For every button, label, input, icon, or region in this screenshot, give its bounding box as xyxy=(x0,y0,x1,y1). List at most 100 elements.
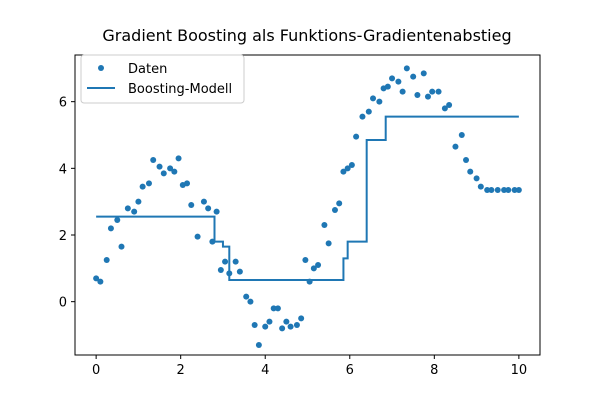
data-point xyxy=(399,88,406,95)
data-point xyxy=(310,265,317,272)
data-point xyxy=(452,143,459,150)
x-tick-label: 0 xyxy=(92,363,100,378)
x-tick-label: 2 xyxy=(177,363,185,378)
data-point xyxy=(124,205,131,212)
data-point xyxy=(501,187,508,193)
data-point xyxy=(477,183,484,190)
data-point xyxy=(139,183,146,190)
data-point xyxy=(97,278,104,285)
data-point xyxy=(321,222,328,228)
data-point xyxy=(302,257,309,263)
data-point xyxy=(473,175,480,182)
data-point xyxy=(376,98,383,105)
data-point xyxy=(435,88,442,95)
chart-title: Gradient Boosting als Funktions-Gradient… xyxy=(102,26,511,45)
data-point xyxy=(171,168,178,175)
data-point xyxy=(251,322,258,328)
data-point xyxy=(167,165,174,172)
data-point xyxy=(184,180,191,187)
data-point xyxy=(270,305,277,312)
y-tick-label: 0 xyxy=(59,296,67,311)
boosting-model-line xyxy=(96,115,519,281)
data-point xyxy=(344,165,351,172)
data-point xyxy=(365,108,372,115)
plot-frame xyxy=(74,54,541,356)
data-point xyxy=(150,157,157,163)
data-point xyxy=(283,318,290,325)
data-point xyxy=(213,208,220,215)
data-point xyxy=(505,187,512,193)
legend-scatter-marker xyxy=(98,65,104,71)
x-tick-label: 8 xyxy=(430,363,438,378)
data-point xyxy=(222,258,229,265)
data-point xyxy=(494,187,501,193)
data-point xyxy=(331,207,338,213)
data-point xyxy=(348,162,355,168)
data-point xyxy=(315,262,322,268)
legend: Daten Boosting-Modell xyxy=(80,54,245,104)
data-point xyxy=(188,202,195,208)
data-point xyxy=(441,105,448,112)
data-point xyxy=(114,217,121,223)
data-point xyxy=(262,323,269,330)
data-point xyxy=(103,257,110,263)
data-point xyxy=(236,268,243,275)
data-point xyxy=(359,113,366,120)
legend-label-boosting-modell: Boosting-Modell xyxy=(128,82,232,97)
data-point xyxy=(107,225,114,232)
data-point xyxy=(298,315,305,322)
data-point xyxy=(429,88,436,95)
data-point xyxy=(93,275,100,282)
data-point xyxy=(287,323,294,330)
data-point xyxy=(232,258,239,265)
data-point xyxy=(515,187,522,193)
data-point xyxy=(420,70,427,77)
data-point xyxy=(458,132,465,138)
y-tick-label: 4 xyxy=(59,162,67,177)
y-tick-label: 6 xyxy=(59,96,67,111)
data-point xyxy=(118,243,125,250)
data-point xyxy=(384,83,391,90)
data-point xyxy=(467,168,474,175)
data-point xyxy=(217,267,224,273)
x-tick-label: 10 xyxy=(511,363,528,378)
data-point xyxy=(274,305,281,312)
data-point xyxy=(488,187,495,193)
data-point xyxy=(135,198,142,205)
data-point xyxy=(243,293,250,300)
axis-ticks: 0 2 4 6 8 10 0 2 4 6 xyxy=(59,96,527,378)
data-point xyxy=(194,233,201,240)
data-point xyxy=(414,92,421,98)
data-point xyxy=(200,198,207,205)
data-point xyxy=(156,163,163,170)
data-point xyxy=(403,65,410,72)
data-point xyxy=(395,78,402,85)
data-point xyxy=(463,157,470,163)
data-point xyxy=(145,180,152,187)
legend-label-daten: Daten xyxy=(128,62,167,77)
x-tick-label: 6 xyxy=(346,363,354,378)
data-point xyxy=(325,240,332,247)
data-point xyxy=(336,200,343,207)
data-point xyxy=(131,208,138,215)
data-point xyxy=(247,298,254,305)
data-point xyxy=(511,187,518,193)
data-point xyxy=(279,325,286,332)
x-tick-label: 4 xyxy=(261,363,269,378)
data-point xyxy=(424,93,431,100)
data-point xyxy=(370,95,377,102)
data-point xyxy=(353,133,360,140)
data-point xyxy=(175,155,182,162)
plot-area xyxy=(74,54,541,356)
data-point xyxy=(410,73,417,80)
data-point xyxy=(255,342,262,348)
data-marks xyxy=(93,65,522,348)
data-point xyxy=(205,205,212,212)
data-point xyxy=(389,75,396,82)
data-point xyxy=(293,322,300,328)
data-point xyxy=(340,168,347,175)
data-point xyxy=(484,187,491,193)
legend-box xyxy=(80,54,245,104)
data-point xyxy=(446,102,453,108)
